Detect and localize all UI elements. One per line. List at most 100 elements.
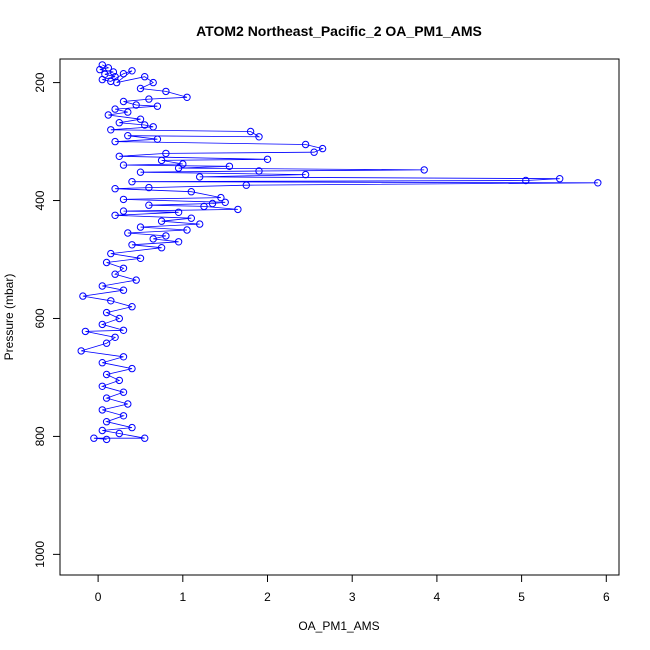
data-point xyxy=(119,353,128,361)
x-tick-label: 6 xyxy=(603,590,610,604)
data-point xyxy=(81,327,90,336)
data-point xyxy=(119,412,128,420)
data-point xyxy=(157,156,166,165)
data-point xyxy=(556,175,564,183)
data-point xyxy=(102,418,111,426)
data-point xyxy=(153,135,162,143)
data-point xyxy=(98,382,107,390)
data-point xyxy=(162,149,170,158)
x-axis: 0 1 2 3 4 5 6 xyxy=(95,575,610,604)
data-point xyxy=(111,137,119,146)
data-point xyxy=(141,121,149,129)
y-tick-label: 1000 xyxy=(33,541,47,568)
plot-frame xyxy=(59,58,620,576)
data-point xyxy=(124,108,132,116)
data-point xyxy=(149,235,157,243)
data-point xyxy=(102,308,111,317)
data-point xyxy=(115,429,124,438)
data-point xyxy=(115,314,124,323)
data-point xyxy=(98,359,107,367)
data-point xyxy=(124,229,132,237)
data-point xyxy=(225,162,234,171)
y-tick-label: 400 xyxy=(33,190,47,210)
plot-area xyxy=(77,61,602,444)
data-point xyxy=(234,205,242,214)
x-tick-label: 5 xyxy=(518,590,525,604)
data-point xyxy=(109,68,118,76)
data-point xyxy=(104,111,113,119)
chart-title: ATOM2 Northeast_Pacific_2 OA_PM1_AMS xyxy=(196,23,482,39)
data-point xyxy=(157,217,166,225)
x-axis-label: OA_PM1_AMS xyxy=(298,619,379,633)
data-point xyxy=(102,394,111,402)
data-point xyxy=(119,264,128,272)
data-point xyxy=(96,65,104,74)
data-point xyxy=(162,87,170,96)
data-point xyxy=(136,84,145,93)
data-point xyxy=(594,179,602,187)
data-point xyxy=(145,183,153,192)
data-point xyxy=(301,140,310,149)
data-point xyxy=(111,105,119,113)
data-point xyxy=(119,70,128,78)
data-point xyxy=(183,93,191,102)
data-point xyxy=(318,144,327,153)
data-point xyxy=(196,173,204,181)
data-point xyxy=(107,297,115,305)
data-point xyxy=(187,214,196,222)
data-point xyxy=(162,232,170,240)
data-point xyxy=(115,152,124,161)
data-point xyxy=(119,97,128,106)
data-point xyxy=(98,282,107,290)
data-point xyxy=(132,276,140,284)
data-point xyxy=(98,320,107,329)
data-point xyxy=(113,78,121,87)
data-point xyxy=(79,292,87,300)
data-point xyxy=(119,388,128,396)
y-tick-label: 200 xyxy=(33,72,47,92)
y-axis-label: Pressure (mbar) xyxy=(2,274,16,361)
x-tick-label: 0 xyxy=(95,590,102,604)
data-point xyxy=(183,226,191,234)
data-point xyxy=(208,199,217,208)
data-point xyxy=(77,347,85,355)
data-point xyxy=(98,75,107,84)
data-point xyxy=(310,148,318,156)
data-point xyxy=(136,223,145,231)
data-point xyxy=(246,127,255,136)
data-point xyxy=(128,178,136,186)
data-point xyxy=(221,198,229,207)
data-point xyxy=(145,95,153,103)
data-point xyxy=(102,370,111,379)
data-point xyxy=(149,123,157,131)
data-point xyxy=(174,164,183,172)
data-point xyxy=(102,258,111,267)
series-line xyxy=(81,64,598,440)
data-point xyxy=(128,67,136,75)
data-point xyxy=(153,102,162,110)
data-point xyxy=(102,339,111,347)
data-point xyxy=(179,160,187,168)
x-tick-label: 3 xyxy=(349,590,356,604)
data-point xyxy=(157,244,166,252)
data-point xyxy=(255,167,263,175)
data-point xyxy=(522,176,530,185)
data-point xyxy=(128,364,136,373)
data-point xyxy=(255,133,263,141)
data-point xyxy=(149,78,157,87)
x-tick-label: 1 xyxy=(179,590,186,604)
data-point xyxy=(132,101,140,109)
y-axis: 200 400 600 800 1000 xyxy=(33,72,60,568)
data-point xyxy=(119,195,128,204)
data-point xyxy=(128,423,136,432)
data-point xyxy=(200,202,208,211)
data-point xyxy=(119,207,128,215)
data-point xyxy=(111,333,119,341)
data-point xyxy=(128,303,136,311)
data-point xyxy=(136,115,145,123)
data-point xyxy=(119,326,128,334)
data-point xyxy=(174,238,183,246)
data-point xyxy=(98,426,107,435)
data-point xyxy=(242,181,251,189)
x-tick-label: 2 xyxy=(264,590,271,604)
